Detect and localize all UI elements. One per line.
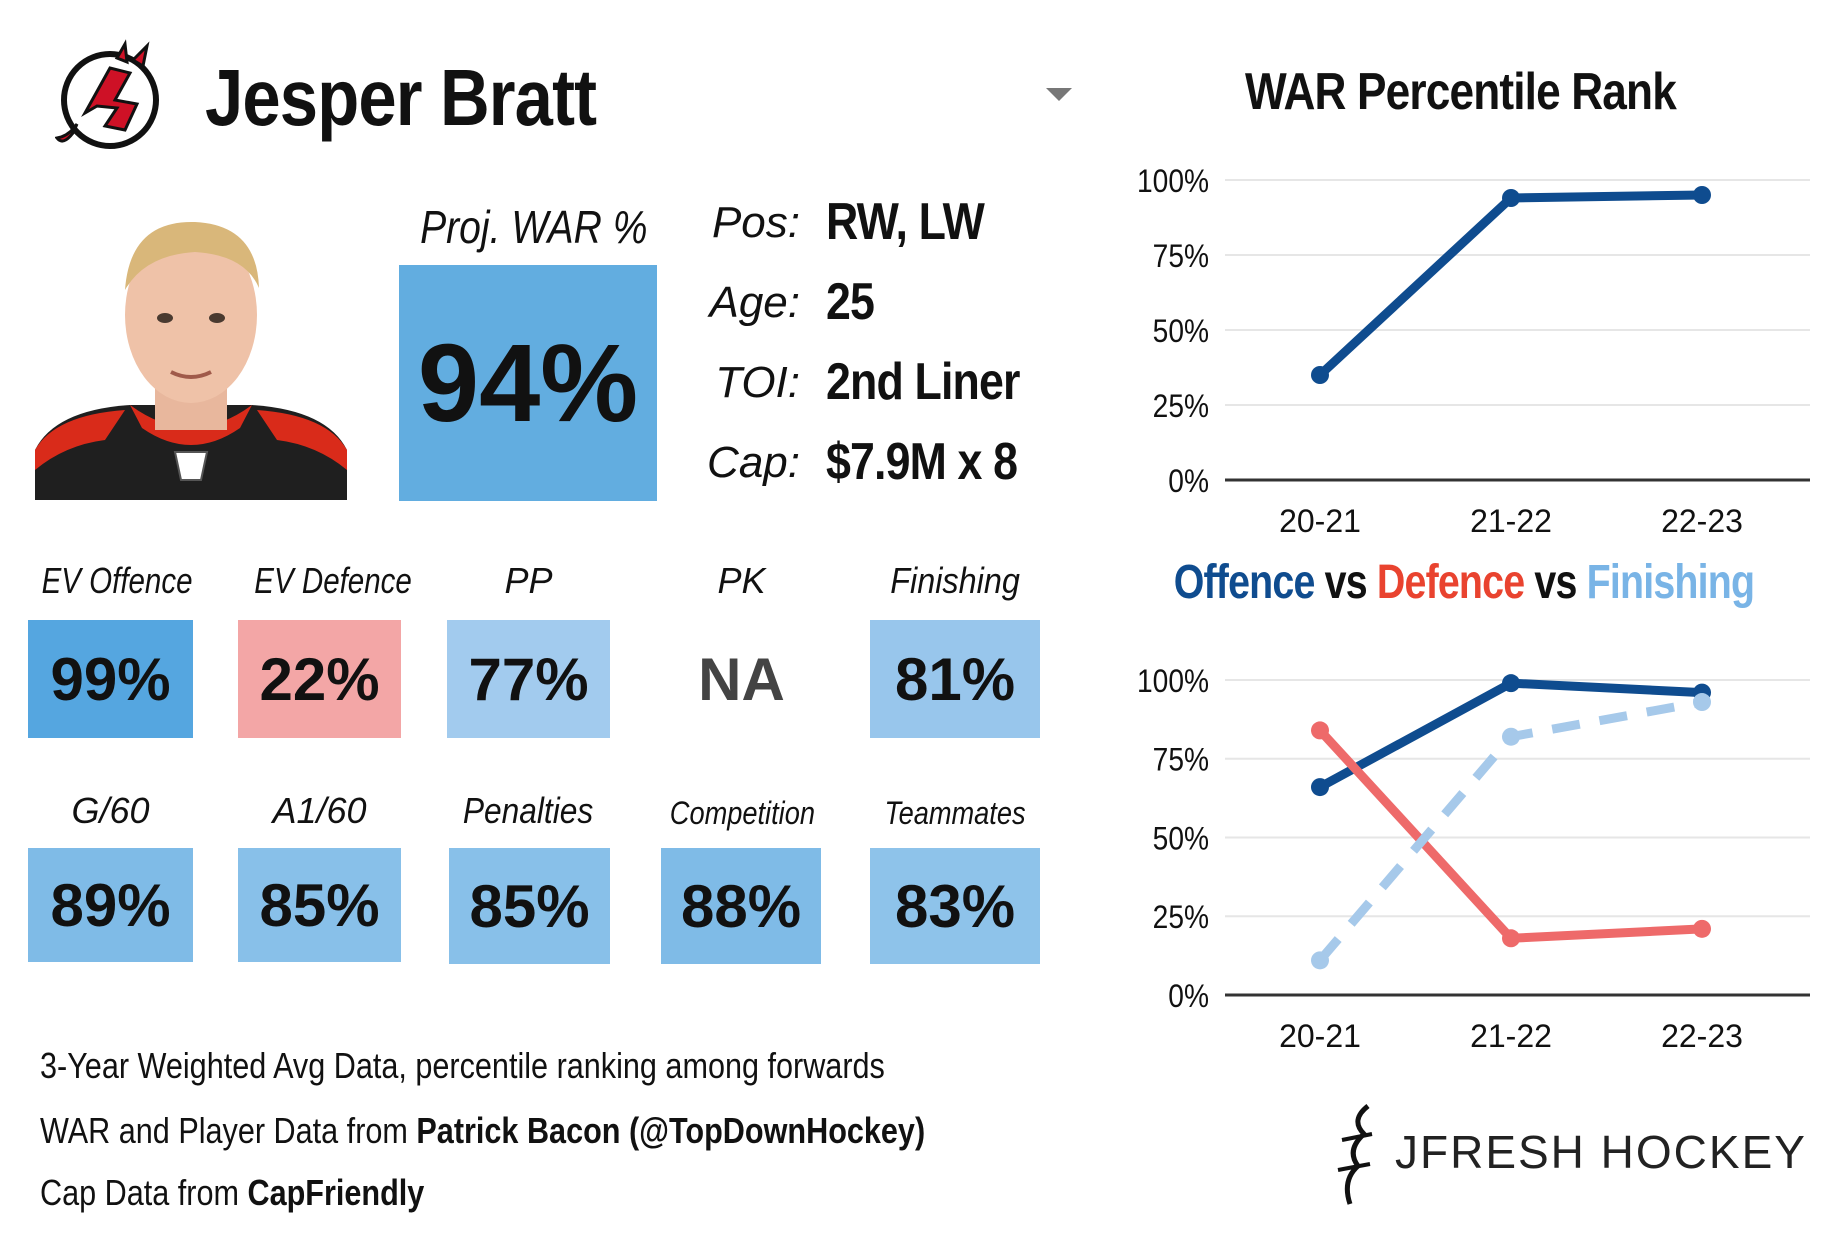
data-point (1502, 929, 1520, 948)
player-headshot (35, 200, 347, 500)
devils-logo-icon (54, 38, 170, 153)
chart2-title-finishing: Finishing (1586, 556, 1755, 609)
chart1-title: WAR Percentile Rank (1244, 63, 1677, 121)
player-name: Jesper Bratt (205, 53, 597, 142)
data-point (1311, 951, 1329, 970)
stat-box-pp: 77% (447, 620, 610, 738)
stat-label-ev-offence: EV Offence (41, 560, 193, 601)
info-pos-key: Pos: (711, 198, 800, 247)
y-tick-label: 0% (1168, 464, 1209, 499)
stat-box-penalties: 85% (449, 848, 610, 964)
y-tick-label: 50% (1153, 822, 1209, 857)
y-tick-label: 75% (1153, 743, 1209, 778)
info-age-key: Age: (709, 278, 800, 327)
x-tick-label: 21-22 (1470, 503, 1552, 539)
data-point (1311, 778, 1329, 797)
data-point (1311, 721, 1329, 740)
info-toi-value: 2nd Liner (826, 353, 1020, 411)
stat-label-pk: PK (717, 560, 766, 601)
war-percentile-chart: 0% 25% 50% 75% 100% 20-21 21-22 22-23 (1137, 164, 1810, 539)
offence-defence-finishing-chart: 0% 25% 50% 75% 100% 20-21 21-22 22-23 (1137, 664, 1810, 1050)
chart2-title-vs1: vs (1314, 556, 1377, 609)
data-point (1502, 674, 1520, 693)
player-dropdown-arrow-icon[interactable] (1046, 88, 1072, 101)
stat-box-g60: 89% (28, 848, 193, 962)
chart2-title-offence: Offence (1173, 556, 1316, 609)
war-label: Proj. WAR % (420, 201, 648, 253)
series-line-1 (1316, 727, 1703, 943)
x-tick-label: 20-21 (1279, 503, 1361, 539)
info-age-value: 25 (826, 273, 875, 331)
stat-box-pk: NA (660, 620, 823, 738)
chart2-title: Offence vs Defence vs Finishing (1110, 555, 1810, 610)
chart2-title-defence: Defence (1376, 556, 1525, 609)
data-point (1502, 727, 1520, 746)
stat-label-ev-defence: EV Defence (254, 560, 412, 601)
stat-box-finishing: 81% (870, 620, 1040, 738)
stat-label-penalties: Penalties (463, 790, 594, 831)
stat-box-a160: 85% (238, 848, 401, 962)
brand (1320, 1100, 1800, 1210)
y-tick-label: 100% (1137, 664, 1209, 699)
y-tick-label: 75% (1153, 239, 1209, 274)
stat-box-ev-offence: 99% (28, 620, 193, 738)
y-tick-label: 25% (1153, 901, 1209, 936)
brand-name: JFRESH HOCKEY (1395, 1126, 1807, 1178)
y-tick-label: 100% (1137, 164, 1209, 199)
y-tick-label: 25% (1153, 389, 1209, 424)
info-cap-value: $7.9M x 8 (826, 433, 1018, 491)
stat-box-teammates: 83% (870, 848, 1040, 964)
y-tick-label: 0% (1168, 979, 1209, 1014)
info-cap-key: Cap: (707, 438, 800, 487)
war-value: 94% (417, 321, 639, 445)
stat-label-a160: A1/60 (272, 790, 367, 831)
y-tick-label: 50% (1153, 314, 1209, 349)
x-tick-label: 21-22 (1470, 1018, 1552, 1050)
footer-line-3: Cap Data from CapFriendly (40, 1172, 425, 1213)
stat-box-ev-defence: 22% (238, 620, 401, 738)
stat-label-competition: Competition (669, 795, 816, 831)
war-value-box: 94% (399, 265, 657, 501)
chart2-title-vs2: vs (1524, 556, 1587, 609)
footer-source-war: Patrick Bacon (@TopDownHockey) (416, 1110, 926, 1151)
footer-line-1: 3-Year Weighted Avg Data, percentile ran… (40, 1045, 885, 1086)
data-point (1311, 366, 1329, 384)
stat-label-pp: PP (504, 560, 553, 601)
data-point (1693, 693, 1711, 712)
stat-label-finishing: Finishing (890, 560, 1020, 601)
stat-label-g60: G/60 (71, 790, 150, 831)
footer-line-2: WAR and Player Data from Patrick Bacon (… (40, 1110, 926, 1151)
jfresh-logo-icon (1337, 1104, 1373, 1205)
series-line-0 (1316, 190, 1703, 379)
data-point (1693, 186, 1711, 204)
info-toi-key: TOI: (715, 358, 800, 407)
footer-source-cap: CapFriendly (247, 1172, 425, 1213)
stat-box-competition: 88% (661, 848, 821, 964)
x-tick-label: 20-21 (1279, 1018, 1361, 1050)
x-tick-label: 22-23 (1661, 1018, 1743, 1050)
info-pos-value: RW, LW (826, 193, 985, 251)
x-tick-label: 22-23 (1661, 503, 1743, 539)
stat-label-teammates: Teammates (884, 795, 1026, 831)
data-point (1693, 919, 1711, 938)
data-point (1502, 189, 1520, 207)
